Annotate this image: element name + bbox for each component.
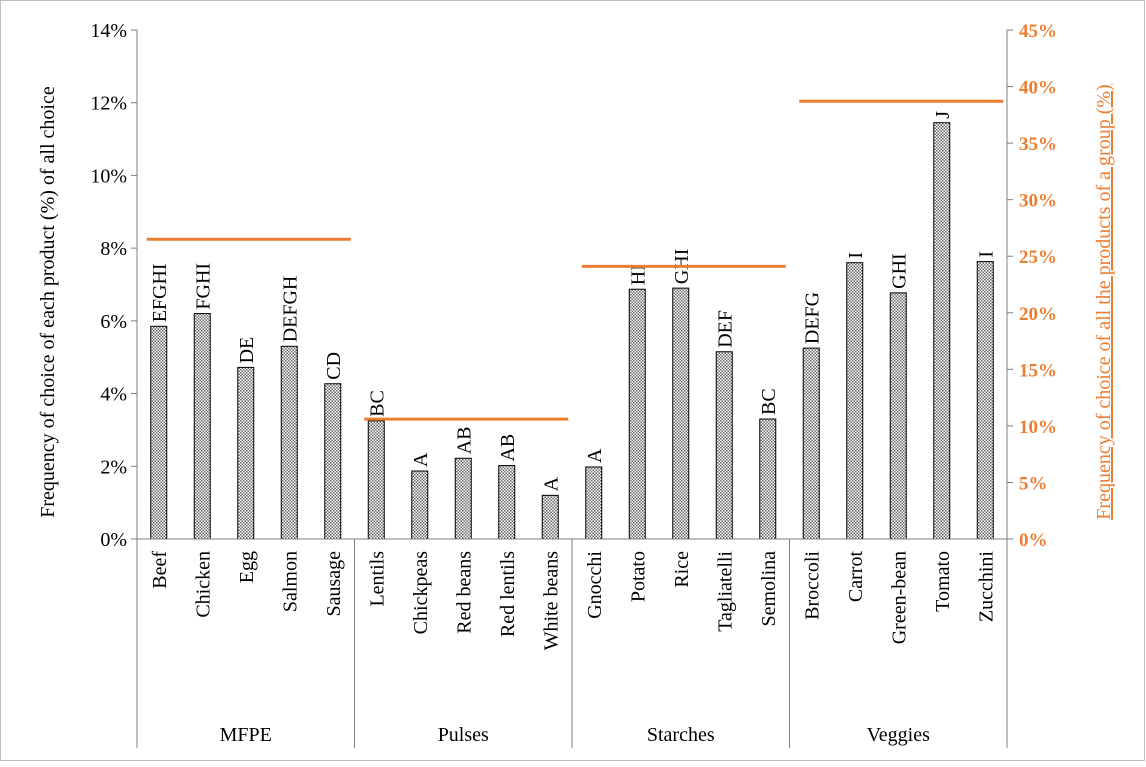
- category-tick-label: Green-bean: [888, 551, 910, 644]
- category-tick-label: Zucchini: [975, 551, 997, 623]
- category-tick-label: Salmon: [279, 551, 301, 612]
- category-tick-label: Semolina: [758, 551, 780, 627]
- category-tick-label: Beef: [149, 551, 171, 589]
- secondary-y-tick-label: 10%: [1019, 417, 1057, 438]
- secondary-y-tick-label: 0%: [1019, 530, 1048, 551]
- y-tick-label: 0%: [100, 529, 127, 551]
- bar: [150, 325, 168, 540]
- group-label: MFPE: [220, 724, 272, 746]
- significance-label: DEF: [714, 310, 736, 348]
- significance-label: A: [584, 448, 606, 463]
- y-tick-label: 2%: [100, 456, 127, 478]
- category-tick-label: Tagliatelli: [714, 551, 736, 632]
- secondary-y-tick-label: 30%: [1019, 191, 1057, 212]
- category-tick-label: Sausage: [323, 551, 345, 617]
- secondary-y-tick-label: 20%: [1019, 304, 1057, 325]
- category-tick-label: Carrot: [845, 551, 867, 603]
- secondary-y-tick-label: 25%: [1019, 247, 1057, 268]
- y-tick-label: 14%: [90, 20, 127, 42]
- category-tick-label: White beans: [540, 551, 562, 651]
- y-tick-label: 12%: [90, 93, 127, 115]
- significance-label: DEFG: [801, 292, 823, 344]
- significance-label: DEFGH: [279, 276, 301, 343]
- category-tick-label: Red lentils: [497, 551, 519, 637]
- y-tick-label: 8%: [100, 238, 127, 260]
- bar: [237, 366, 255, 540]
- significance-label: I: [845, 252, 867, 259]
- category-tick-label: Red beans: [453, 551, 475, 634]
- significance-label: CD: [323, 352, 345, 380]
- bar: [498, 465, 516, 540]
- secondary-y-tick-label: 40%: [1019, 78, 1057, 99]
- bar: [672, 287, 690, 540]
- y-tick-label: 6%: [100, 311, 127, 333]
- secondary-y-axis-title: Frequency of choice of all the products …: [1093, 84, 1115, 519]
- significance-label: BC: [366, 390, 388, 417]
- significance-label: GHI: [888, 253, 910, 289]
- category-tick-label: Rice: [671, 551, 693, 588]
- significance-label: A: [540, 476, 562, 491]
- bar: [976, 261, 994, 540]
- category-tick-label: Gnocchi: [584, 551, 606, 619]
- secondary-y-tick-label: 45%: [1019, 21, 1057, 42]
- category-tick-label: Egg: [236, 551, 258, 583]
- secondary-y-tick-label: 15%: [1019, 360, 1057, 381]
- significance-label: EFGHI: [149, 263, 171, 322]
- significance-label: BC: [758, 388, 780, 415]
- labels-layer: 0% 2% 4% 6% 8% 10% 12% 14% 0% 5% 10% 15% 20% 25% 30% 35…: [90, 20, 1057, 746]
- group-label: Pulses: [438, 724, 489, 746]
- y-axis-title: Frequency of choice of each product (%) …: [37, 86, 59, 518]
- category-tick-label: Lentils: [366, 551, 388, 607]
- category-tick-label: Tomato: [932, 551, 954, 612]
- bar: [933, 122, 951, 540]
- category-tick-label: Chicken: [192, 551, 214, 618]
- y-tick-label: 10%: [90, 165, 127, 187]
- secondary-y-tick-label: 5%: [1019, 473, 1048, 494]
- category-tick-label: Chickpeas: [410, 551, 432, 635]
- bar: [411, 470, 429, 540]
- significance-label: HI: [627, 264, 649, 285]
- category-tick-label: Broccoli: [801, 551, 823, 620]
- bar: [802, 347, 820, 540]
- significance-label: AB: [453, 426, 475, 454]
- bar: [193, 313, 211, 540]
- axes-layer: [131, 29, 1013, 748]
- bar: [541, 494, 559, 540]
- significance-label: FGHI: [192, 263, 214, 310]
- significance-label: I: [975, 251, 997, 258]
- secondary-y-tick-label: 35%: [1019, 134, 1057, 155]
- bar: [715, 351, 733, 540]
- bar: [585, 466, 603, 540]
- bar: [889, 292, 907, 540]
- bar: [324, 383, 342, 540]
- group-label: Starches: [647, 724, 715, 746]
- bars-layer: [150, 122, 994, 540]
- significance-label: DE: [236, 337, 258, 364]
- group-label: Veggies: [867, 724, 931, 746]
- bar: [759, 418, 777, 540]
- bar: [280, 345, 298, 540]
- significance-label: AB: [497, 434, 519, 462]
- category-tick-label: Potato: [627, 551, 649, 602]
- bar: [367, 420, 385, 540]
- significance-label: A: [410, 452, 432, 467]
- y-tick-label: 4%: [100, 384, 127, 406]
- significance-label: J: [932, 111, 954, 119]
- bar: [628, 288, 646, 540]
- group-lines-layer: [146, 99, 1004, 421]
- bar: [846, 262, 864, 540]
- bar: [454, 457, 472, 540]
